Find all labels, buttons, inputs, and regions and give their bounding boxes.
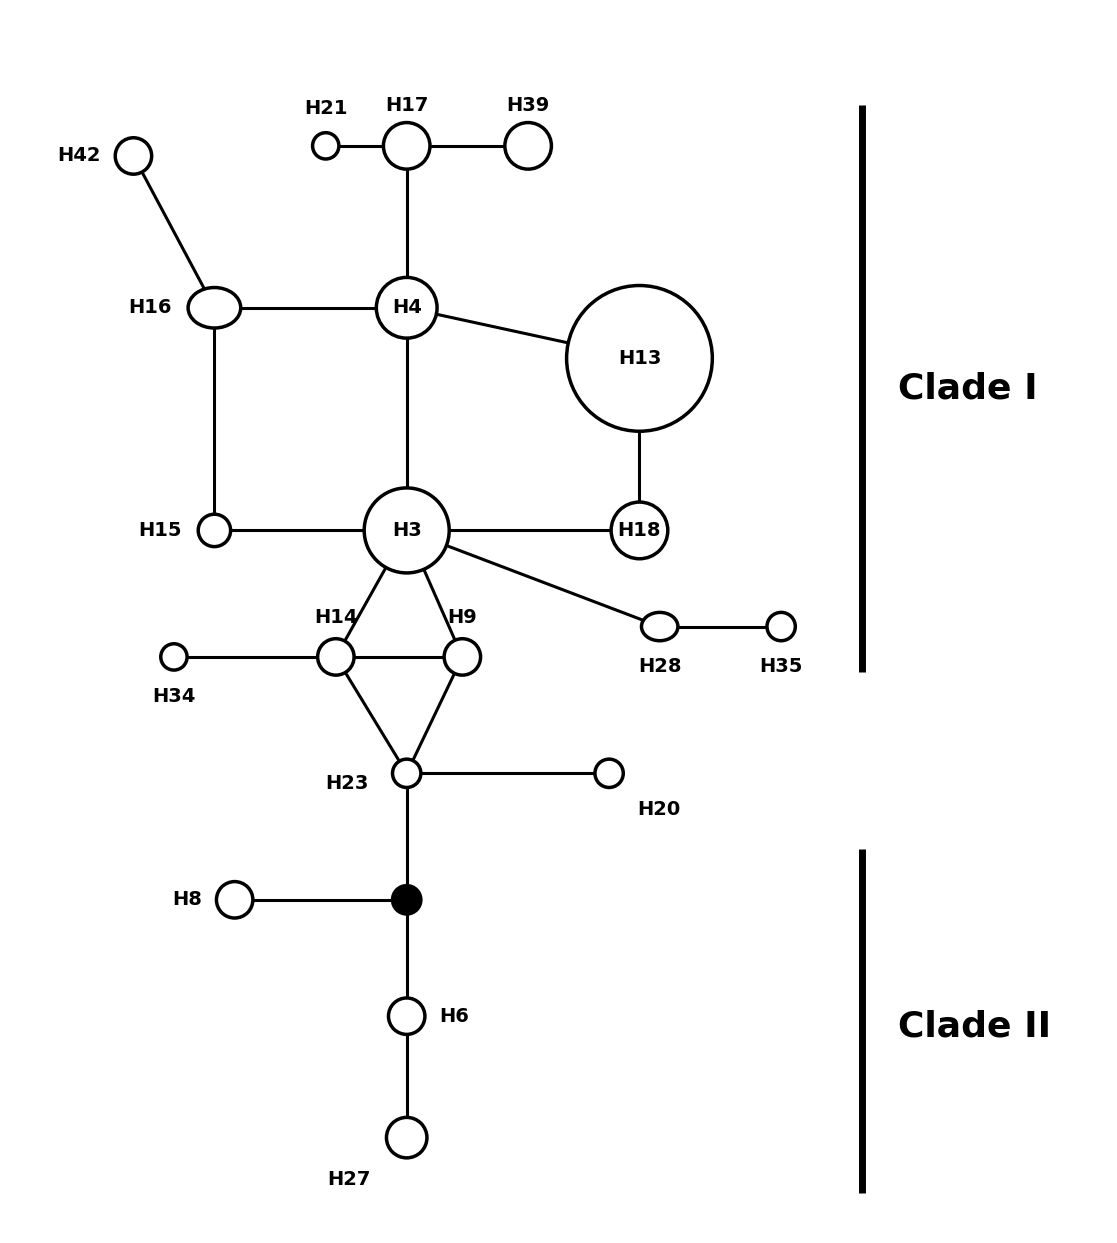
Text: Clade I: Clade I xyxy=(898,372,1038,405)
Text: H14: H14 xyxy=(314,608,357,626)
Ellipse shape xyxy=(566,286,713,431)
Text: H3: H3 xyxy=(392,521,421,539)
Text: H20: H20 xyxy=(638,799,680,819)
Ellipse shape xyxy=(611,502,668,559)
Ellipse shape xyxy=(445,639,480,675)
Ellipse shape xyxy=(313,133,338,159)
Text: H4: H4 xyxy=(392,298,421,317)
Ellipse shape xyxy=(115,138,152,174)
Ellipse shape xyxy=(505,123,552,169)
Ellipse shape xyxy=(383,123,430,169)
Text: H21: H21 xyxy=(304,98,347,118)
Text: H17: H17 xyxy=(385,97,429,116)
Text: H39: H39 xyxy=(506,97,550,116)
Text: H35: H35 xyxy=(760,656,803,676)
Ellipse shape xyxy=(364,488,449,573)
Ellipse shape xyxy=(217,881,252,919)
Ellipse shape xyxy=(376,277,437,338)
Ellipse shape xyxy=(767,613,795,640)
Text: H28: H28 xyxy=(638,656,681,676)
Text: H6: H6 xyxy=(439,1007,469,1025)
Ellipse shape xyxy=(386,1117,427,1158)
Ellipse shape xyxy=(392,759,421,788)
Text: H23: H23 xyxy=(325,774,369,793)
Ellipse shape xyxy=(161,644,187,670)
Text: H15: H15 xyxy=(139,521,182,539)
Text: Clade II: Clade II xyxy=(898,1009,1051,1043)
Text: H13: H13 xyxy=(618,349,661,368)
Ellipse shape xyxy=(198,515,230,547)
Text: H9: H9 xyxy=(448,608,477,626)
Ellipse shape xyxy=(392,886,421,914)
Text: H42: H42 xyxy=(58,147,101,165)
Ellipse shape xyxy=(389,998,424,1034)
Text: H18: H18 xyxy=(618,521,661,539)
Ellipse shape xyxy=(595,759,623,788)
Ellipse shape xyxy=(188,287,241,328)
Text: H8: H8 xyxy=(172,890,202,910)
Ellipse shape xyxy=(641,613,678,640)
Text: H27: H27 xyxy=(327,1170,370,1190)
Text: H34: H34 xyxy=(152,687,195,706)
Ellipse shape xyxy=(317,639,354,675)
Text: H16: H16 xyxy=(128,298,172,317)
